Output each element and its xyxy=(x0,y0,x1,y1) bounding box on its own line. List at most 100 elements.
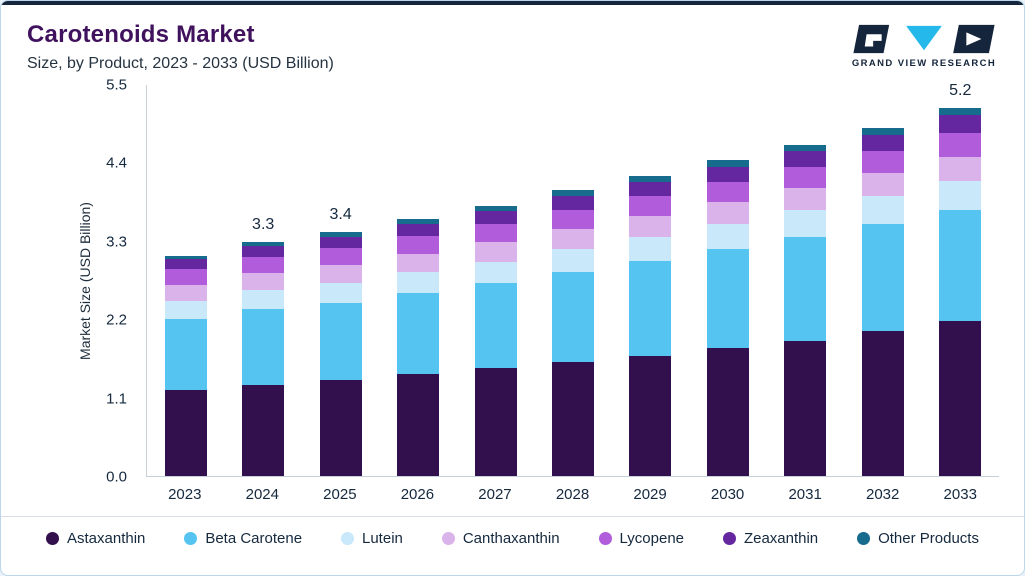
segment-astaxanthin xyxy=(861,331,904,476)
chart-region: Market Size (USD Billion) 0.0 1.1 2.2 3.3 4.… xyxy=(1,77,999,503)
segment-canthaxanthin xyxy=(784,188,827,211)
legend-item-beta-carotene: Beta Carotene xyxy=(184,530,302,547)
segment-zeaxanthin xyxy=(397,223,440,236)
bar-slot-2025: 3.4 xyxy=(302,85,379,476)
x-tick-label: 2025 xyxy=(323,486,357,503)
legend-label: Lycopene xyxy=(619,530,685,547)
x-tick-label: 2024 xyxy=(245,486,279,503)
segment-beta-carotene xyxy=(164,319,207,390)
legend-dot xyxy=(46,532,59,545)
segment-lycopene xyxy=(706,181,749,203)
legend-item-astaxanthin: Astaxanthin xyxy=(46,530,145,547)
segment-lutein xyxy=(551,248,594,272)
page-title: Carotenoids Market xyxy=(27,21,255,48)
legend-item-canthaxanthin: Canthaxanthin xyxy=(441,530,560,547)
segment-beta-carotene xyxy=(861,223,904,332)
legend-item-lutein: Lutein xyxy=(341,530,403,547)
x-tick-label: 2026 xyxy=(400,486,435,503)
segment-beta-carotene xyxy=(397,292,440,375)
y-tick-label: 4.4 xyxy=(106,154,127,172)
legend-item-other-products: Other Products xyxy=(857,530,979,547)
stacked-bar-2032 xyxy=(861,127,904,476)
segment-zeaxanthin xyxy=(242,245,285,257)
segment-lutein xyxy=(706,223,749,249)
segment-lutein xyxy=(861,195,904,224)
legend-label: Canthaxanthin xyxy=(462,530,560,547)
segment-astaxanthin xyxy=(784,340,827,476)
logo-text: GRAND VIEW RESEARCH xyxy=(851,58,997,69)
segment-lycopene xyxy=(861,151,904,174)
segment-astaxanthin xyxy=(474,368,517,476)
segment-canthaxanthin xyxy=(397,253,440,273)
y-axis-ticks: 0.0 1.1 2.2 3.3 4.4 5.5 xyxy=(1,77,139,486)
top-accent-bar xyxy=(1,1,1024,5)
segment-astaxanthin xyxy=(551,362,594,476)
legend: Astaxanthin Beta Carotene Lutein Canthaxant… xyxy=(1,517,1024,547)
segment-lutein xyxy=(939,180,982,211)
segment-zeaxanthin xyxy=(939,115,982,134)
y-tick-label: 0.0 xyxy=(106,468,127,486)
bar-slot-2030 xyxy=(689,85,766,476)
segment-beta-carotene xyxy=(629,260,672,356)
segment-beta-carotene xyxy=(474,282,517,369)
segment-zeaxanthin xyxy=(706,166,749,182)
stacked-bar-2029 xyxy=(629,175,672,476)
legend-dot xyxy=(184,532,198,545)
segment-astaxanthin xyxy=(319,379,362,476)
stacked-bar-2024: 3.3 xyxy=(242,216,285,476)
segment-canthaxanthin xyxy=(551,228,594,249)
segment-beta-carotene xyxy=(939,210,982,322)
stacked-bar-2033: 5.2 xyxy=(939,82,982,476)
segment-lycopene xyxy=(629,195,672,216)
x-tick-label: 2029 xyxy=(633,486,667,503)
segment-lycopene xyxy=(164,269,207,286)
segment-canthaxanthin xyxy=(706,202,749,224)
segment-lycopene xyxy=(474,223,517,243)
segment-other-products xyxy=(861,127,904,135)
segment-astaxanthin xyxy=(242,384,285,476)
segment-zeaxanthin xyxy=(319,236,362,248)
segment-astaxanthin xyxy=(164,389,207,476)
segment-other-products xyxy=(784,144,827,151)
segment-lycopene xyxy=(319,247,362,266)
title-block: Carotenoids Market Size, by Product, 202… xyxy=(27,21,334,73)
x-tick-label: 2033 xyxy=(943,486,977,503)
segment-zeaxanthin xyxy=(784,150,827,167)
bar-slot-2028 xyxy=(534,85,611,476)
segment-beta-carotene xyxy=(706,248,749,349)
segment-lutein xyxy=(629,236,672,261)
segment-lutein xyxy=(319,282,362,303)
segment-other-products xyxy=(474,206,517,212)
y-tick-label: 3.3 xyxy=(106,233,127,251)
stacked-bar-2023 xyxy=(164,255,207,476)
legend-label: Zeaxanthin xyxy=(743,530,819,547)
segment-lycopene xyxy=(939,133,982,157)
y-tick-label: 2.2 xyxy=(106,311,127,329)
segment-beta-carotene xyxy=(242,308,285,385)
legend-dot xyxy=(857,532,871,545)
segment-other-products xyxy=(319,232,362,237)
segment-zeaxanthin xyxy=(861,134,904,152)
segment-canthaxanthin xyxy=(164,285,207,302)
chart-subtitle: Size, by Product, 2023 - 2033 (USD Billi… xyxy=(27,55,334,72)
segment-lutein xyxy=(474,261,517,283)
bar-slot-2026 xyxy=(379,85,456,476)
x-tick-label: 2028 xyxy=(555,486,590,503)
segment-lutein xyxy=(242,290,285,309)
segment-lutein xyxy=(397,272,440,293)
bar-slot-2029 xyxy=(612,85,689,476)
segment-astaxanthin xyxy=(706,348,749,476)
bar-slot-2033: 5.2 xyxy=(922,82,999,476)
segment-other-products xyxy=(706,160,749,167)
segment-canthaxanthin xyxy=(939,156,982,181)
legend-item-lycopene: Lycopene xyxy=(598,530,685,547)
x-tick-label: 2030 xyxy=(710,486,745,503)
segment-astaxanthin xyxy=(629,355,672,476)
segment-canthaxanthin xyxy=(242,272,285,291)
segment-zeaxanthin xyxy=(629,181,672,196)
segment-astaxanthin xyxy=(397,374,440,476)
segment-astaxanthin xyxy=(939,321,982,476)
segment-beta-carotene xyxy=(784,236,827,341)
legend-label: Beta Carotene xyxy=(205,530,303,547)
segment-other-products xyxy=(939,107,982,116)
